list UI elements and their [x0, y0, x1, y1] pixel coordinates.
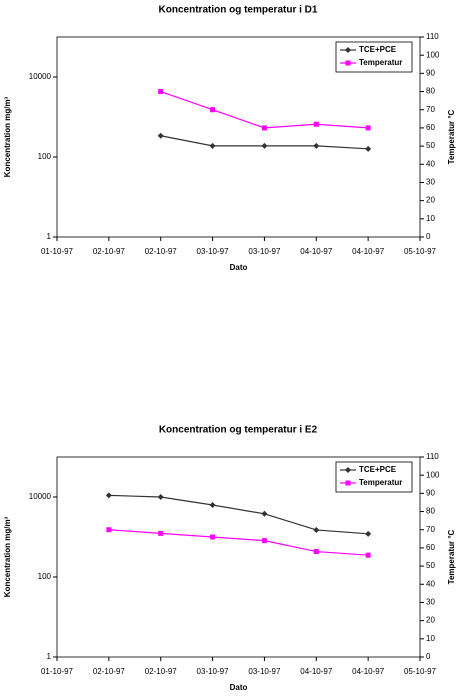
y2-tick-label: 110: [426, 32, 439, 41]
y2-tick-label: 70: [426, 105, 435, 114]
x-tick-label: 03-10-97: [248, 247, 281, 256]
point: [365, 530, 372, 537]
x-tick-label: 03-10-97: [248, 667, 281, 676]
x-tick-label: 02-10-97: [145, 247, 178, 256]
y2-tick-label: 80: [426, 87, 435, 96]
x-tick-label: 03-10-97: [197, 667, 230, 676]
y2-tick-label: 20: [426, 616, 435, 625]
y2-tick-label: 110: [426, 452, 439, 461]
point: [158, 530, 164, 536]
series-line: [160, 90, 369, 129]
chart-title: Koncentration og temperatur i D1: [159, 5, 318, 16]
y2-axis-label: Temperatur °C: [447, 529, 456, 584]
y-tick-label: 10000: [29, 72, 52, 81]
point: [313, 526, 320, 533]
y2-tick-label: 30: [426, 178, 435, 187]
x-tick-label: 01-10-97: [41, 247, 74, 256]
chart: Koncentration og temperatur i D111001000…: [3, 5, 456, 272]
y2-tick-label: 70: [426, 525, 435, 534]
legend-label: Temperatur: [359, 478, 402, 487]
legend-label: Temperatur: [359, 58, 402, 67]
x-axis-label: Dato: [230, 683, 248, 692]
legend-marker: [345, 480, 351, 486]
point: [261, 538, 267, 544]
point: [313, 142, 320, 149]
y2-tick-label: 90: [426, 68, 435, 77]
x-tick-label: 03-10-97: [197, 247, 230, 256]
y-tick-label: 1: [47, 652, 52, 661]
point: [365, 552, 371, 558]
series-line: [108, 529, 369, 556]
y2-tick-label: 0: [426, 232, 431, 241]
y2-tick-label: 90: [426, 488, 435, 497]
y2-tick-label: 10: [426, 214, 435, 223]
x-axis-label: Dato: [230, 263, 248, 272]
y2-axis-label: Temperatur °C: [447, 109, 456, 164]
point: [106, 527, 112, 533]
point: [313, 549, 319, 555]
point: [105, 492, 112, 499]
x-tick-label: 04-10-97: [300, 247, 333, 256]
y-tick-label: 1: [47, 232, 52, 241]
point: [365, 145, 372, 152]
y2-tick-label: 50: [426, 141, 435, 150]
legend-label: TCE+PCE: [359, 465, 397, 474]
point: [261, 125, 267, 131]
x-tick-label: 02-10-97: [93, 247, 126, 256]
point: [365, 125, 371, 131]
y2-tick-label: 20: [426, 196, 435, 205]
point: [209, 142, 216, 149]
legend-marker: [345, 47, 351, 53]
legend-box: [335, 461, 413, 493]
chart-title: Koncentration og temperatur i E2: [159, 425, 318, 436]
x-tick-label: 04-10-97: [352, 667, 385, 676]
point: [261, 142, 268, 149]
x-tick-label: 05-10-97: [404, 667, 437, 676]
x-tick-label: 01-10-97: [41, 667, 74, 676]
legend-marker: [345, 467, 351, 473]
plot-area: [56, 36, 421, 238]
legend-box: [335, 41, 413, 73]
y2-tick-label: 80: [426, 507, 435, 516]
point: [157, 132, 164, 139]
series-line: [108, 494, 369, 535]
y-axis-label: Koncentration mg/m³: [3, 516, 12, 597]
y-tick-label: 100: [38, 572, 52, 581]
x-tick-label: 02-10-97: [145, 667, 178, 676]
y2-tick-label: 10: [426, 634, 435, 643]
y2-tick-label: 60: [426, 543, 435, 552]
legend-label: TCE+PCE: [359, 45, 397, 54]
y2-tick-label: 60: [426, 123, 435, 132]
point: [210, 534, 216, 540]
y2-tick-label: 100: [426, 50, 440, 59]
y2-tick-label: 40: [426, 159, 435, 168]
y-tick-label: 10000: [29, 492, 52, 501]
x-tick-label: 02-10-97: [93, 667, 126, 676]
plot-area: [56, 456, 421, 658]
y-axis-label: Koncentration mg/m³: [3, 96, 12, 177]
point: [157, 494, 164, 500]
y2-tick-label: 40: [426, 579, 435, 588]
y2-tick-label: 50: [426, 561, 435, 570]
x-tick-label: 05-10-97: [404, 247, 437, 256]
point: [209, 502, 216, 509]
point: [210, 107, 216, 113]
y2-tick-label: 30: [426, 598, 435, 607]
legend-marker: [345, 60, 351, 66]
x-tick-label: 04-10-97: [300, 667, 333, 676]
x-tick-label: 04-10-97: [352, 247, 385, 256]
chart: Koncentration og temperatur i E211001000…: [3, 425, 456, 692]
y-tick-label: 100: [38, 152, 52, 161]
point: [261, 510, 268, 517]
y2-tick-label: 100: [426, 470, 440, 479]
y2-tick-label: 0: [426, 652, 431, 661]
point: [158, 89, 164, 95]
point: [313, 121, 319, 127]
